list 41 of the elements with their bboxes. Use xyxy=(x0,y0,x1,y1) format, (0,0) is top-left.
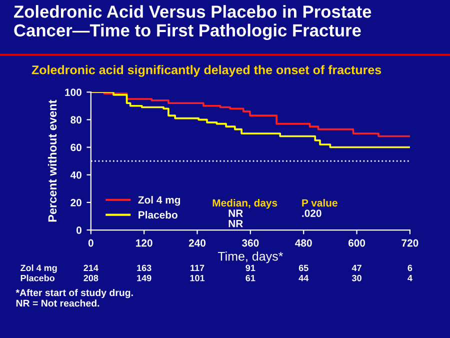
text: 214 xyxy=(84,264,98,272)
x-tick-label: 480 xyxy=(295,239,312,247)
annotation: Median, days xyxy=(212,198,278,209)
annotation: NR xyxy=(228,210,243,217)
annotation: .020 xyxy=(302,210,322,217)
y-tick-label: 40 xyxy=(70,171,82,179)
text: Zol 4 mg xyxy=(20,264,57,273)
legend-label: Zol 4 mg xyxy=(138,196,180,206)
y-tick-label: 60 xyxy=(70,144,82,152)
text: 65 xyxy=(298,264,308,272)
text: 30 xyxy=(352,274,362,282)
annotation: NR xyxy=(228,220,243,228)
text: Placebo xyxy=(20,274,55,282)
x-tick-label: 720 xyxy=(402,239,418,247)
x-tick-label: 240 xyxy=(188,239,206,247)
text: 163 xyxy=(137,264,152,272)
text: 4 xyxy=(408,274,412,282)
chart-subtitle: Zoledronic acid significantly delayed the onset of fractures xyxy=(32,65,382,77)
x-axis-title: Time, days* xyxy=(218,252,283,264)
text: 101 xyxy=(190,274,205,282)
text: 208 xyxy=(84,274,98,282)
x-tick-label: 0 xyxy=(88,239,94,247)
y-tick-label: 20 xyxy=(70,198,82,206)
text: *After start of study drug. NR = Not reached. xyxy=(16,288,133,307)
y-tick-label: 0 xyxy=(76,226,82,234)
annotation: P value xyxy=(302,198,338,207)
text: 47 xyxy=(352,264,362,272)
text: 149 xyxy=(137,274,152,282)
y-tick-label: 100 xyxy=(65,88,82,96)
x-tick-label: 360 xyxy=(242,239,259,247)
text: 6 xyxy=(408,264,412,272)
text: 91 xyxy=(246,264,256,272)
legend-label: Placebo xyxy=(138,210,178,219)
text: 117 xyxy=(190,264,204,272)
text: 44 xyxy=(298,274,309,282)
text: 61 xyxy=(246,274,256,282)
chart-title: Zoledronic Acid Versus Placebo in Prostate Cancer—Time to First Pathologic Fracture xyxy=(14,5,372,40)
x-tick-label: 600 xyxy=(348,239,366,247)
y-axis-title: Percent without event xyxy=(48,100,57,222)
y-tick-label: 80 xyxy=(70,116,82,124)
x-tick-label: 120 xyxy=(136,239,152,247)
